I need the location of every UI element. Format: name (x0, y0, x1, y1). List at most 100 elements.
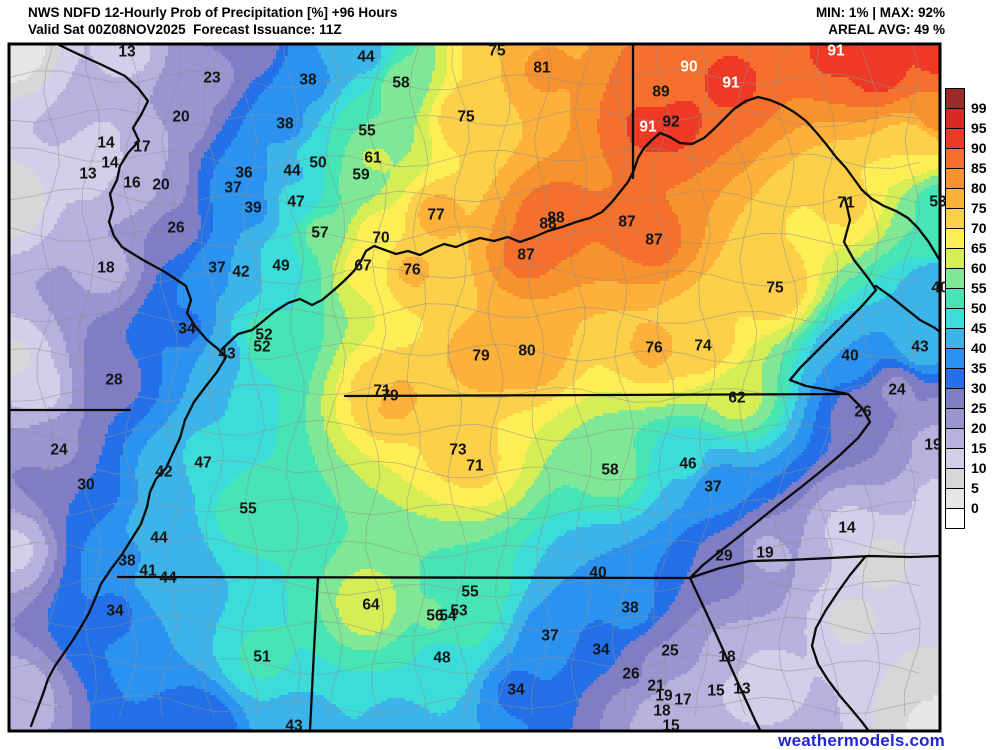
pop-value-label: 59 (352, 167, 370, 184)
pop-value-label: 37 (224, 180, 241, 197)
pop-value-label: 26 (854, 404, 872, 421)
pop-value-label: 19 (924, 437, 942, 454)
pop-value-label: 71 (837, 195, 855, 212)
areal-avg-readout: AREAL AVG: 49 % (828, 22, 945, 37)
pop-value-label: 16 (123, 175, 141, 192)
pop-value-label: 34 (106, 603, 124, 620)
legend-swatch-14 (945, 368, 965, 389)
pop-value-label: 44 (283, 163, 301, 180)
pop-value-label: 36 (235, 165, 253, 182)
legend-swatch-1 (945, 108, 965, 129)
legend-swatch-19 (945, 468, 965, 489)
pop-value-label: 26 (622, 666, 640, 683)
legend-swatch-21 (945, 508, 965, 529)
legend-tick-40: 40 (971, 340, 987, 356)
pop-value-label: 74 (694, 338, 712, 355)
legend-tick-25: 25 (971, 400, 987, 416)
pop-value-label: 58 (601, 462, 619, 479)
pop-value-label: 17 (133, 139, 150, 156)
min-max-readout: MIN: 1% | MAX: 92% (815, 5, 945, 20)
pop-value-label: 42 (232, 264, 249, 281)
pop-value-label: 53 (450, 603, 468, 620)
legend-swatch-6 (945, 208, 965, 229)
pop-value-label: 55 (239, 501, 257, 518)
pop-value-label: 90 (680, 59, 697, 76)
pop-value-label: 67 (354, 258, 371, 275)
legend-tick-60: 60 (971, 260, 987, 276)
legend-swatch-4 (945, 168, 965, 189)
pop-value-label: 37 (208, 260, 225, 277)
pop-value-label: 42 (155, 464, 172, 481)
legend-tick-15: 15 (971, 440, 987, 456)
pop-value-label: 79 (381, 388, 399, 405)
pop-value-label: 88 (547, 210, 565, 227)
legend-swatch-12 (945, 328, 965, 349)
pop-value-label: 71 (373, 383, 391, 400)
pop-value-label: 38 (621, 600, 639, 617)
pop-value-label: 73 (449, 442, 467, 459)
pop-value-label: 76 (403, 262, 421, 279)
pop-value-label: 75 (766, 280, 784, 297)
pop-value-label: 70 (372, 230, 389, 247)
pop-value-label: 52 (255, 327, 272, 344)
pop-value-label: 34 (178, 321, 196, 338)
pop-value-label: 14 (101, 155, 119, 172)
pop-value-label: 15 (662, 718, 680, 735)
legend-swatch-8 (945, 248, 965, 269)
valid-time-line: Valid Sat 00Z08NOV2025 Forecast Issuance… (28, 22, 342, 37)
legend-swatch-2 (945, 128, 965, 149)
pop-value-label: 81 (533, 60, 551, 77)
legend-tick-5: 5 (971, 480, 979, 496)
pop-value-label: 26 (167, 220, 185, 237)
pop-value-label: 24 (888, 382, 906, 399)
pop-value-label: 53 (929, 194, 947, 211)
pop-value-label: 28 (105, 372, 123, 389)
pop-value-label: 56 (426, 608, 444, 625)
pop-value-label: 54 (439, 608, 457, 625)
pop-value-label: 44 (159, 570, 177, 587)
pop-value-label: 87 (618, 214, 635, 231)
pop-value-label: 51 (253, 649, 271, 666)
pop-value-label: 29 (715, 548, 733, 565)
pop-value-label: 87 (517, 247, 534, 264)
pop-value-label: 50 (309, 155, 326, 172)
pop-value-label: 44 (357, 49, 375, 66)
pop-value-label: 18 (653, 703, 671, 720)
legend-swatch-15 (945, 388, 965, 409)
pop-value-label: 55 (358, 123, 376, 140)
pop-value-label: 20 (172, 109, 189, 126)
watermark-link[interactable]: weathermodels.com (778, 731, 945, 750)
pop-value-label: 61 (364, 150, 382, 167)
pop-value-label: 58 (392, 75, 410, 92)
legend-tick-55: 55 (971, 280, 987, 296)
pop-value-label: 75 (488, 43, 506, 60)
legend-swatch-18 (945, 448, 965, 469)
legend-tick-75: 75 (971, 200, 987, 216)
legend-tick-70: 70 (971, 220, 987, 236)
pop-value-label: 18 (97, 260, 115, 277)
pop-value-label: 52 (253, 339, 270, 356)
pop-value-label: 20 (152, 177, 169, 194)
pop-value-label: 43 (218, 346, 236, 363)
pop-value-label: 87 (645, 232, 662, 249)
legend-tick-95: 95 (971, 120, 987, 136)
pop-value-label: 44 (150, 530, 168, 547)
legend-swatch-5 (945, 188, 965, 209)
legend-swatch-10 (945, 288, 965, 309)
pop-value-label: 38 (118, 553, 136, 570)
pop-value-label: 62 (728, 390, 745, 407)
pop-value-label: 14 (97, 135, 115, 152)
pop-value-label: 88 (539, 216, 557, 233)
legend-tick-90: 90 (971, 140, 987, 156)
pop-value-label: 13 (733, 681, 751, 698)
pop-value-label: 14 (838, 520, 856, 537)
legend-tick-30: 30 (971, 380, 987, 396)
legend-swatch-17 (945, 428, 965, 449)
legend-swatch-20 (945, 488, 965, 509)
pop-value-label: 55 (461, 584, 479, 601)
pop-value-label: 17 (674, 692, 691, 709)
legend-tick-80: 80 (971, 180, 987, 196)
pop-value-label: 92 (662, 114, 679, 131)
